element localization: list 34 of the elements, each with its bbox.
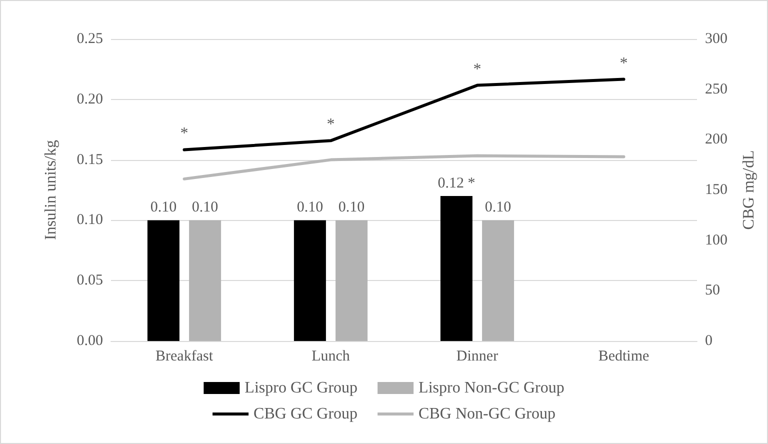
y-tick-label: 0.25	[76, 31, 103, 47]
line-series	[182, 78, 626, 152]
y2-tick-label: 100	[705, 232, 728, 248]
data-label: 0.12 *	[438, 176, 476, 192]
y2-axis-title: CBG mg/dL	[740, 150, 758, 230]
y2-tick-label: 150	[705, 182, 728, 198]
data-label: 0.10	[338, 200, 365, 216]
y-tick-label: 0.20	[76, 91, 103, 108]
y2-tick-label: 50	[705, 282, 720, 299]
legend-label: Lispro GC Group	[244, 380, 358, 396]
data-label: 0.10	[192, 200, 218, 216]
y2-tick-label: 200	[705, 132, 728, 148]
y-tick-label: 0.15	[76, 152, 103, 168]
data-label: *	[473, 60, 482, 78]
x-tick-label: Breakfast	[156, 348, 214, 364]
y-axis-title: Insulin units/kg	[42, 140, 60, 240]
y-tick-label: 0.10	[76, 212, 103, 228]
y-tick-label: 0.00	[76, 333, 103, 349]
legend-label: CBG GC Group	[254, 406, 358, 422]
x-tick-label: Dinner	[456, 348, 498, 364]
data-label: 0.10	[150, 200, 177, 216]
legend-label: CBG Non-GC Group	[418, 406, 556, 422]
data-label: 0.10	[484, 200, 512, 216]
y2-tick-label: 250	[705, 81, 728, 98]
legend-label: Lispro Non-GC Group	[418, 380, 564, 396]
y2-tick-label: 300	[705, 31, 728, 47]
y2-tick-label: 0	[705, 333, 712, 349]
data-label: *	[326, 116, 335, 134]
x-tick-label: Bedtime	[598, 348, 650, 364]
data-label: *	[620, 54, 628, 72]
data-label: 0.10	[296, 200, 324, 216]
x-tick-label: Lunch	[312, 348, 350, 364]
data-label: *	[180, 125, 188, 142]
y-tick-label: 0.05	[76, 272, 103, 289]
